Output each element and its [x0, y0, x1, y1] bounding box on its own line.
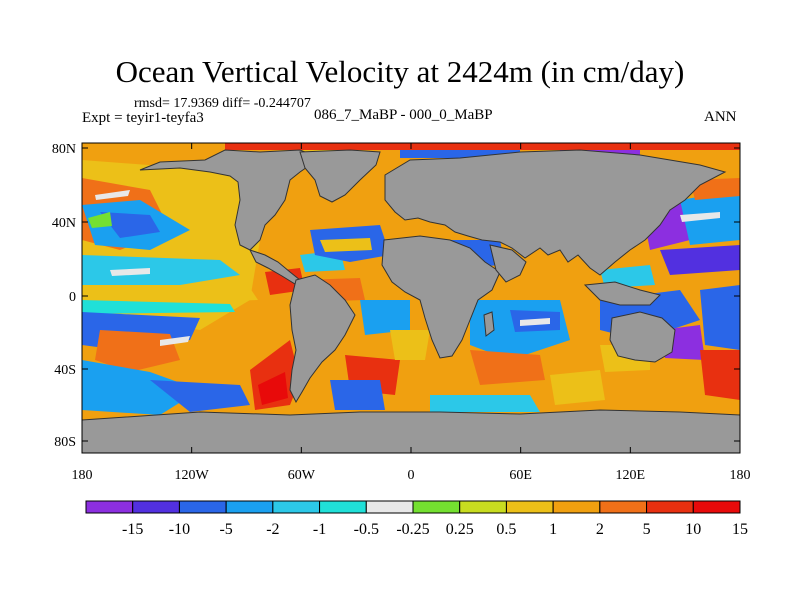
rmsd-diff-stats: rmsd= 17.9369 diff= -0.244707	[134, 96, 311, 111]
colorbar-swatch	[272, 500, 321, 514]
season-label: ANN	[704, 109, 737, 125]
colorbar: -15 -10 -5 -2 -1 -0.5 -0.25 0.25 0.5 1 2 5 10 15	[85, 500, 748, 538]
colorbar-swatch	[178, 500, 227, 514]
colorbar-label: -1	[313, 521, 326, 538]
colorbar-label: 2	[596, 521, 604, 538]
lon-tick-label: 120W	[175, 468, 210, 483]
lon-tick-label: 60E	[509, 468, 532, 483]
land-south-america	[289, 274, 356, 404]
colorbar-swatch	[225, 500, 274, 514]
colorbar-label: -0.25	[396, 521, 429, 538]
lon-tick-label: 120E	[616, 468, 646, 483]
colorbar-swatch	[132, 500, 180, 514]
field-blob	[320, 238, 372, 252]
field-blob	[225, 143, 740, 150]
field-blob	[660, 245, 740, 275]
colorbar-swatch	[365, 500, 414, 514]
colorbar-label: -5	[219, 521, 232, 538]
field-blob	[82, 300, 235, 314]
experiment-label: Expt = teyir1-teyfa3	[82, 110, 204, 126]
lon-tick-label: 60W	[288, 468, 316, 483]
lat-tick-label: 80N	[52, 142, 76, 157]
field-blob	[100, 212, 160, 238]
field-blob	[520, 318, 550, 326]
field-blob	[390, 330, 430, 360]
map-title: Ocean Vertical Velocity at 2424m (in cm/…	[115, 54, 685, 89]
field-blob	[110, 268, 150, 276]
colorbar-swatch	[412, 500, 461, 514]
land-masses	[82, 149, 740, 453]
field-blob	[550, 370, 605, 405]
colorbar-label: -0.5	[354, 521, 379, 538]
lon-tick-label: 0	[408, 468, 415, 483]
colorbar-swatch	[85, 500, 134, 514]
field-blob	[82, 360, 200, 415]
lat-tick-label: 40N	[52, 216, 76, 231]
colorbar-label: 5	[643, 521, 651, 538]
colorbar-swatch	[319, 500, 367, 514]
lat-tick-label: 80S	[54, 435, 76, 450]
field-blob	[700, 350, 740, 400]
land-arabia	[489, 244, 527, 283]
colorbar-swatch	[505, 500, 554, 514]
lon-tick-label: 180	[72, 468, 93, 483]
field-blob	[160, 336, 190, 346]
field-blob	[360, 300, 410, 335]
colorbar-swatch	[459, 500, 507, 514]
field-blob	[82, 288, 258, 305]
colorbar-label: 1	[549, 521, 557, 538]
land-antarctica	[82, 409, 740, 453]
field-blob	[470, 350, 545, 385]
land-greenland	[299, 149, 381, 203]
colorbar-swatch	[599, 500, 648, 514]
field-blob	[95, 190, 130, 200]
case-label: 086_7_MaBP - 000_0_MaBP	[314, 107, 493, 123]
field-blob	[680, 212, 720, 222]
land-north-america	[139, 149, 322, 251]
colorbar-swatch	[646, 500, 694, 514]
colorbar-label: 15	[732, 521, 748, 538]
colorbar-label: -2	[266, 521, 279, 538]
lat-tick-label: 40S	[54, 363, 76, 378]
colorbar-swatch	[552, 500, 601, 514]
velocity-field	[82, 143, 740, 453]
map-axes: 80N 40N 0 40S 80S 180 120W 60W 0 60E 120E 180	[52, 142, 751, 483]
land-eurasia	[384, 149, 727, 276]
colorbar-label: 0.25	[446, 521, 474, 538]
colorbar-label: -10	[169, 521, 190, 538]
lon-tick-label: 180	[730, 468, 751, 483]
colorbar-label: -15	[122, 521, 143, 538]
field-blob	[95, 330, 180, 372]
land-maritime-asia	[583, 281, 661, 306]
land-madagascar	[483, 311, 495, 337]
field-blob	[330, 380, 385, 410]
land-africa	[381, 235, 501, 359]
field-blob	[88, 212, 112, 228]
land-australia	[609, 311, 676, 363]
colorbar-swatch	[692, 500, 741, 514]
field-blob	[258, 372, 288, 405]
lat-tick-label: 0	[69, 290, 76, 305]
field-blob	[430, 395, 540, 412]
field-blob	[150, 380, 250, 412]
field-blob	[700, 285, 740, 350]
colorbar-label: 0.5	[496, 521, 516, 538]
colorbar-label: 10	[685, 521, 701, 538]
field-blob	[82, 255, 240, 285]
